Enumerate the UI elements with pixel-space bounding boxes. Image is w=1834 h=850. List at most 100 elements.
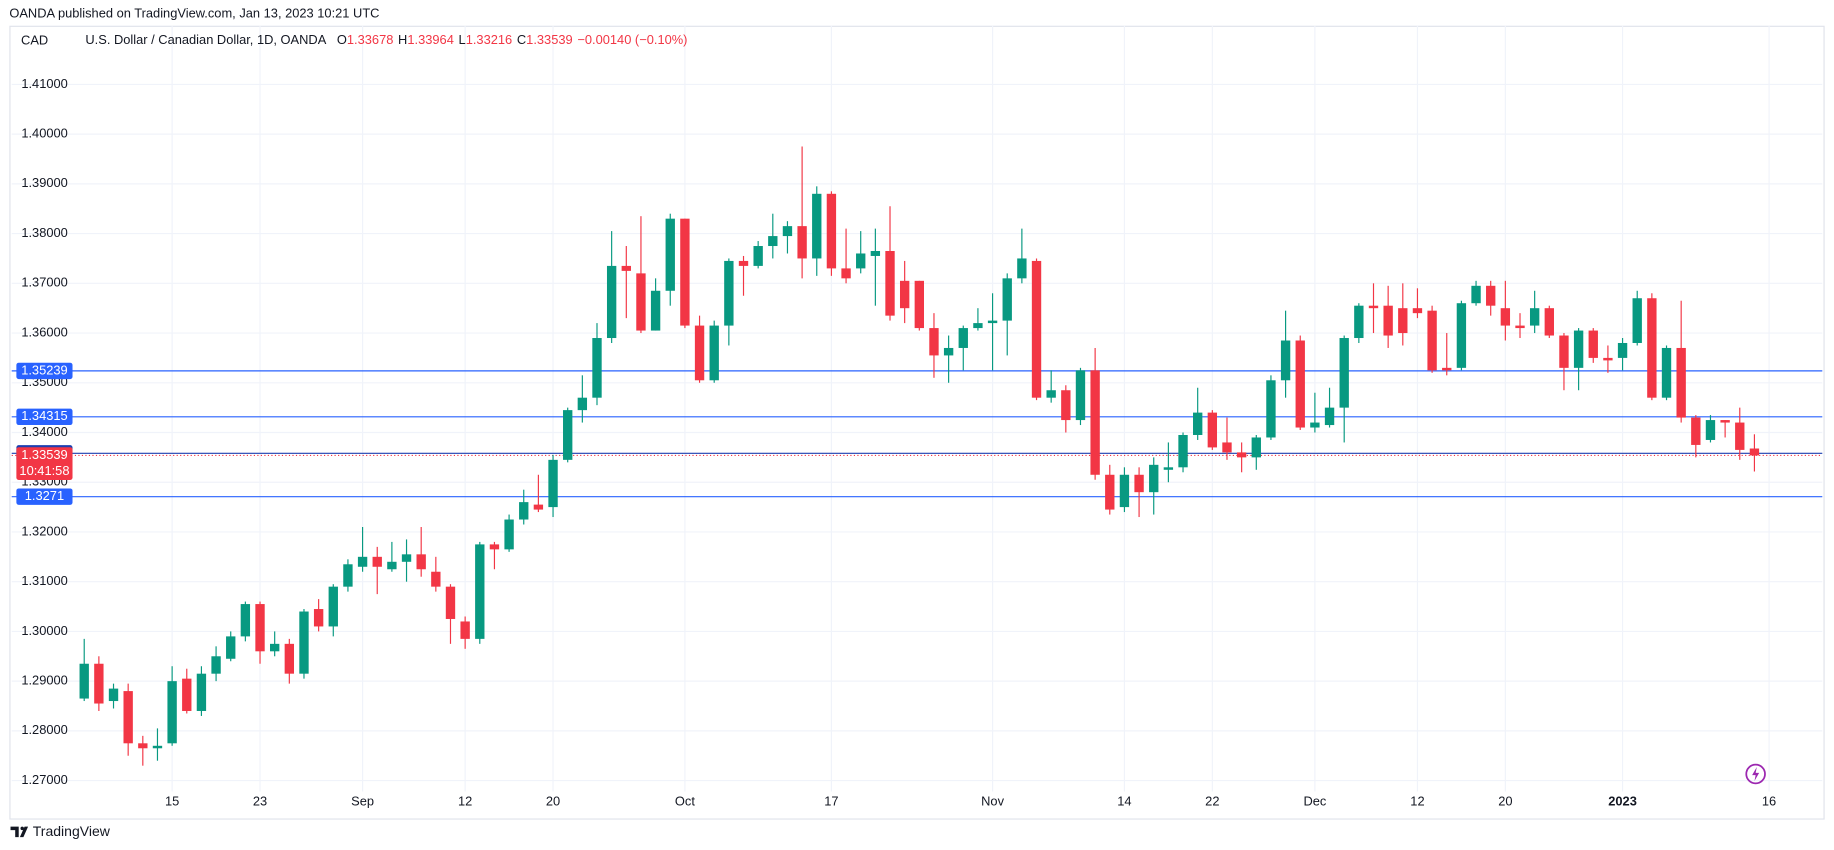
candle-body — [650, 290, 661, 331]
candle-body — [709, 325, 719, 381]
candle-body — [563, 410, 573, 460]
candle-body — [167, 681, 177, 744]
level-label: 1.34315 — [21, 408, 67, 423]
ohlc-value: 1.33678 — [347, 32, 393, 47]
price-label: 1.33539 — [21, 447, 67, 462]
candle-body — [738, 260, 749, 266]
candle-body — [1061, 390, 1071, 421]
y-tick-label: 1.37000 — [21, 275, 67, 290]
candle-body — [1559, 335, 1569, 368]
candle-body — [1588, 330, 1598, 358]
y-tick-label: 1.29000 — [21, 673, 67, 688]
x-tick-label: 20 — [1498, 793, 1512, 808]
candle-body — [1295, 340, 1305, 428]
x-tick-label: Dec — [1303, 793, 1326, 808]
brand-name: TradingView — [33, 823, 111, 839]
y-tick-label: 1.34000 — [21, 424, 67, 439]
candle-body — [841, 268, 851, 279]
pane-border — [9, 25, 1825, 820]
ohlc-key: H — [398, 32, 407, 47]
candle-body — [856, 253, 866, 269]
alert-icon[interactable] — [1745, 763, 1766, 785]
ohlc-value: 1.33964 — [407, 32, 453, 47]
candle-body — [1075, 370, 1086, 421]
level-badge — [16, 488, 73, 505]
x-tick-label: 2023 — [1608, 793, 1637, 808]
y-tick-label: 1.39000 — [21, 175, 67, 190]
candle-body — [328, 586, 338, 627]
x-tick-label: Sep — [351, 793, 374, 808]
candle-body — [1236, 452, 1247, 458]
candle-body — [108, 688, 119, 702]
y-tick-label: 1.41000 — [21, 76, 67, 91]
alert-bolt[interactable] — [1752, 766, 1760, 782]
candle-body — [284, 643, 295, 674]
candle-body — [870, 250, 881, 256]
candle-body — [1749, 448, 1760, 456]
candle-body — [343, 564, 353, 587]
brand-logo — [10, 826, 29, 838]
candle-body — [1354, 305, 1364, 339]
candle-body — [899, 280, 910, 309]
ohlc-value: 1.33539 — [526, 32, 572, 47]
candle-body — [1017, 258, 1027, 279]
x-tick-label: Oct — [675, 793, 695, 808]
x-tick-label: 17 — [824, 793, 838, 808]
candle-body — [826, 193, 837, 269]
candle-body — [1486, 285, 1496, 306]
logo-dot — [20, 826, 24, 831]
publish-header: OANDA published on TradingView.com, Jan … — [9, 5, 379, 20]
candle-body — [914, 280, 924, 329]
candle-body — [1046, 390, 1056, 398]
candle-body — [138, 743, 148, 749]
candle-body — [1266, 380, 1276, 438]
candle-body — [1339, 338, 1349, 408]
candle-body — [1500, 308, 1511, 326]
candle-body — [680, 218, 690, 326]
candle-body — [79, 663, 89, 699]
candle-body — [196, 673, 207, 711]
candle-body — [1456, 303, 1467, 368]
candle-body — [943, 347, 954, 356]
candle-body — [1529, 308, 1540, 326]
candle-body — [519, 502, 529, 520]
candle-body — [1647, 298, 1657, 398]
candle-body — [1002, 278, 1012, 321]
y-tick-label: 1.31000 — [21, 573, 67, 588]
candle-body — [1368, 305, 1379, 309]
candle-body — [357, 556, 368, 567]
change-value: −0.00140 (−0.10%) — [577, 32, 687, 47]
candle-body — [1617, 342, 1628, 358]
candle-body — [1310, 422, 1320, 428]
candle-body — [1442, 367, 1452, 371]
candle-body — [812, 193, 822, 259]
candle-body — [1544, 308, 1554, 336]
candle-body — [797, 226, 807, 259]
label-layer: 1.27000 1.28000 1.29000 1.30000 1.31000 1.320… — [21, 76, 1776, 809]
alert-circle[interactable] — [1745, 763, 1766, 785]
candle-body — [1676, 347, 1686, 418]
candle-body — [255, 604, 265, 652]
y-tick-label: 1.27000 — [21, 772, 67, 787]
candle-body — [1515, 325, 1525, 329]
candle-body — [1735, 422, 1745, 450]
candle-body — [489, 544, 500, 550]
candle-layer — [79, 146, 1760, 766]
candle-body — [387, 561, 397, 570]
candle-body — [1134, 474, 1144, 493]
candle-body — [1119, 474, 1130, 508]
candle-body — [240, 604, 251, 637]
candle-body — [182, 678, 192, 711]
candle-body — [1149, 464, 1159, 493]
candle-body — [431, 571, 441, 587]
candle-body — [958, 328, 968, 348]
candle-body — [1163, 467, 1174, 470]
candle-body — [1632, 298, 1642, 343]
price-badge — [16, 447, 73, 480]
candle-body — [460, 621, 470, 639]
candle-body — [1661, 347, 1672, 398]
candle-body — [1178, 434, 1188, 468]
